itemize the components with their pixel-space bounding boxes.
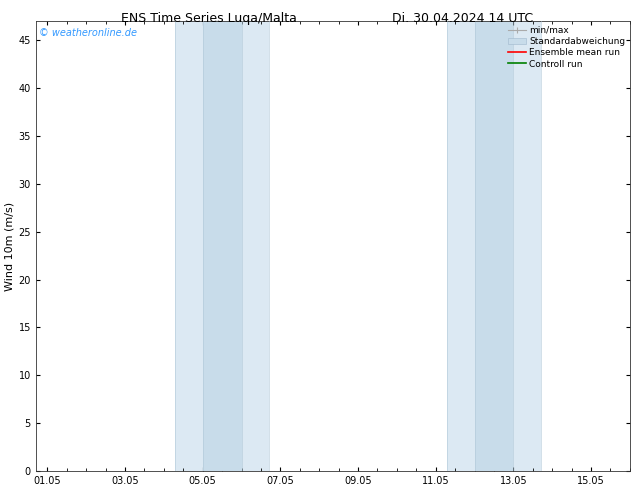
Bar <box>176 22 269 471</box>
Text: © weatheronline.de: © weatheronline.de <box>39 28 137 38</box>
Legend: min/max, Standardabweichung, Ensemble mean run, Controll run: min/max, Standardabweichung, Ensemble me… <box>506 24 627 71</box>
Y-axis label: Wind 10m (m/s): Wind 10m (m/s) <box>4 201 14 291</box>
Bar <box>203 22 242 471</box>
Text: ENS Time Series Luqa/Malta: ENS Time Series Luqa/Malta <box>121 12 297 25</box>
Bar <box>474 22 514 471</box>
Bar <box>448 22 541 471</box>
Text: Di. 30.04.2024 14 UTC: Di. 30.04.2024 14 UTC <box>392 12 533 25</box>
